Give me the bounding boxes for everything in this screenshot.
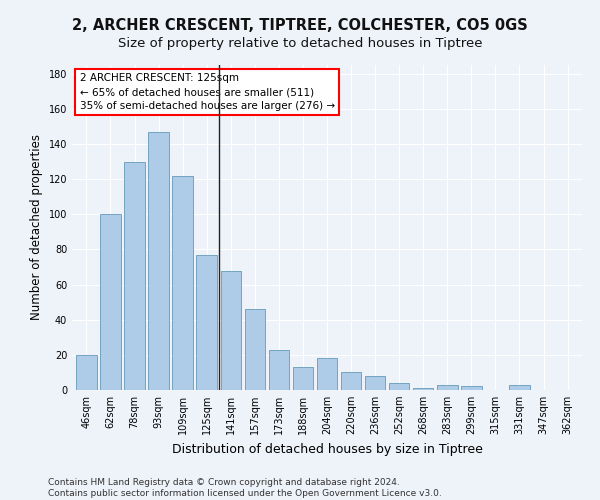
Text: 2, ARCHER CRESCENT, TIPTREE, COLCHESTER, CO5 0GS: 2, ARCHER CRESCENT, TIPTREE, COLCHESTER,… [72, 18, 528, 32]
Bar [413, 388, 433, 390]
Bar [76, 355, 97, 390]
Bar [293, 367, 313, 390]
Y-axis label: Number of detached properties: Number of detached properties [30, 134, 43, 320]
Bar [172, 176, 193, 390]
Bar [148, 132, 169, 390]
Bar [124, 162, 145, 390]
Bar [196, 254, 217, 390]
Bar [100, 214, 121, 390]
Text: Contains HM Land Registry data © Crown copyright and database right 2024.
Contai: Contains HM Land Registry data © Crown c… [48, 478, 442, 498]
Bar [389, 383, 409, 390]
Bar [437, 384, 458, 390]
Bar [317, 358, 337, 390]
Bar [365, 376, 385, 390]
Bar [341, 372, 361, 390]
Text: 2 ARCHER CRESCENT: 125sqm
← 65% of detached houses are smaller (511)
35% of semi: 2 ARCHER CRESCENT: 125sqm ← 65% of detac… [80, 73, 335, 111]
Bar [509, 384, 530, 390]
X-axis label: Distribution of detached houses by size in Tiptree: Distribution of detached houses by size … [172, 442, 482, 456]
Bar [461, 386, 482, 390]
Bar [221, 270, 241, 390]
Bar [269, 350, 289, 390]
Text: Size of property relative to detached houses in Tiptree: Size of property relative to detached ho… [118, 38, 482, 51]
Bar [245, 309, 265, 390]
